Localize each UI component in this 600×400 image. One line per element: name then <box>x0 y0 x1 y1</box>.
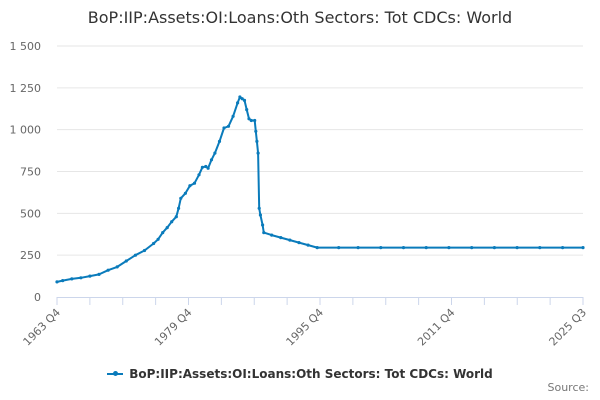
data-point[interactable] <box>379 246 383 250</box>
data-point[interactable] <box>447 246 451 250</box>
data-point[interactable] <box>249 118 253 123</box>
data-point[interactable] <box>183 191 187 195</box>
y-tick-label: 500 <box>20 207 41 220</box>
data-point[interactable] <box>245 108 249 112</box>
data-point[interactable] <box>106 268 110 272</box>
x-tick-label: 2025 Q3 <box>547 306 590 349</box>
data-point[interactable] <box>255 139 259 143</box>
data-point[interactable] <box>156 237 160 241</box>
data-point[interactable] <box>192 181 197 185</box>
data-point[interactable] <box>115 265 119 269</box>
data-point[interactable] <box>253 118 257 123</box>
x-tick-label: 2011 Q4 <box>415 306 458 349</box>
data-point[interactable] <box>254 129 258 133</box>
y-tick-label: 0 <box>34 291 41 304</box>
data-point[interactable] <box>470 246 474 250</box>
data-point[interactable] <box>297 241 301 245</box>
data-point[interactable] <box>55 280 59 284</box>
x-axis: 1963 Q4 1979 Q4 1995 Q4 2011 Q4 2025 Q3 <box>21 297 590 349</box>
data-point[interactable] <box>561 246 565 250</box>
data-point[interactable] <box>306 243 310 247</box>
data-point[interactable] <box>238 95 242 99</box>
data-point[interactable] <box>70 277 74 281</box>
data-point[interactable] <box>200 165 204 169</box>
chart-title: BoP:IIP:Assets:OI:Loans:Oth Sectors: Tot… <box>87 8 513 27</box>
legend-label: BoP:IIP:Assets:OI:Loans:Oth Sectors: Tot… <box>129 367 493 381</box>
data-point[interactable] <box>142 248 147 253</box>
data-point[interactable] <box>240 97 244 101</box>
data-point[interactable] <box>337 246 341 250</box>
data-point[interactable] <box>217 139 222 143</box>
data-point[interactable] <box>179 196 183 200</box>
x-tick-label: 1963 Q4 <box>21 306 64 349</box>
data-point[interactable] <box>401 246 406 250</box>
y-tick-label: 1 500 <box>10 40 42 53</box>
data-point[interactable] <box>236 101 240 105</box>
data-point[interactable] <box>256 151 260 155</box>
legend-swatch-icon <box>107 371 124 376</box>
y-tick-label: 1 250 <box>10 82 42 95</box>
data-point[interactable] <box>222 126 226 130</box>
source-credit[interactable]: Source: <box>547 381 590 394</box>
data-point[interactable] <box>581 246 585 250</box>
grid-lines <box>57 45 583 256</box>
data-point[interactable] <box>231 114 235 118</box>
data-point[interactable] <box>170 220 174 224</box>
data-point[interactable] <box>209 158 214 162</box>
legend: BoP:IIP:Assets:OI:Loans:Oth Sectors: Tot… <box>0 364 600 381</box>
data-point[interactable] <box>213 151 217 155</box>
data-point[interactable] <box>279 236 283 240</box>
data-point[interactable] <box>288 238 292 242</box>
series-group <box>55 95 585 284</box>
data-point[interactable] <box>424 246 428 250</box>
data-point[interactable] <box>261 223 265 227</box>
data-point[interactable] <box>315 246 319 250</box>
y-tick-label: 1 000 <box>10 124 42 137</box>
data-point[interactable] <box>133 253 137 257</box>
data-point[interactable] <box>61 279 65 283</box>
x-tick-label: 1995 Q4 <box>284 306 327 349</box>
data-point[interactable] <box>124 259 128 263</box>
data-point[interactable] <box>257 206 261 210</box>
data-point[interactable] <box>79 276 83 280</box>
data-point[interactable] <box>206 166 210 170</box>
y-axis-ticks: 0 250 500 750 1 000 1 250 1 500 <box>10 40 42 304</box>
data-point[interactable] <box>165 226 169 230</box>
data-point[interactable] <box>226 124 231 128</box>
data-point[interactable] <box>197 173 201 177</box>
data-point[interactable] <box>262 231 266 235</box>
data-point[interactable] <box>97 272 101 276</box>
y-tick-label: 750 <box>20 166 41 179</box>
data-point[interactable] <box>270 233 274 237</box>
data-point[interactable] <box>88 274 92 278</box>
data-point[interactable] <box>242 98 247 102</box>
y-tick-label: 250 <box>20 249 41 262</box>
data-point[interactable] <box>538 246 542 250</box>
data-point[interactable] <box>247 117 251 121</box>
x-tick-label: 1979 Q4 <box>152 306 195 349</box>
data-point[interactable] <box>174 215 178 219</box>
data-point[interactable] <box>492 246 496 250</box>
data-point[interactable] <box>188 184 192 188</box>
data-point[interactable] <box>152 241 156 246</box>
data-point[interactable] <box>161 231 165 235</box>
data-point[interactable] <box>356 246 360 250</box>
data-point[interactable] <box>515 246 519 250</box>
data-point[interactable] <box>258 213 262 217</box>
legend-item[interactable]: BoP:IIP:Assets:OI:Loans:Oth Sectors: Tot… <box>107 367 493 381</box>
data-point[interactable] <box>204 164 208 169</box>
data-point[interactable] <box>177 206 181 210</box>
